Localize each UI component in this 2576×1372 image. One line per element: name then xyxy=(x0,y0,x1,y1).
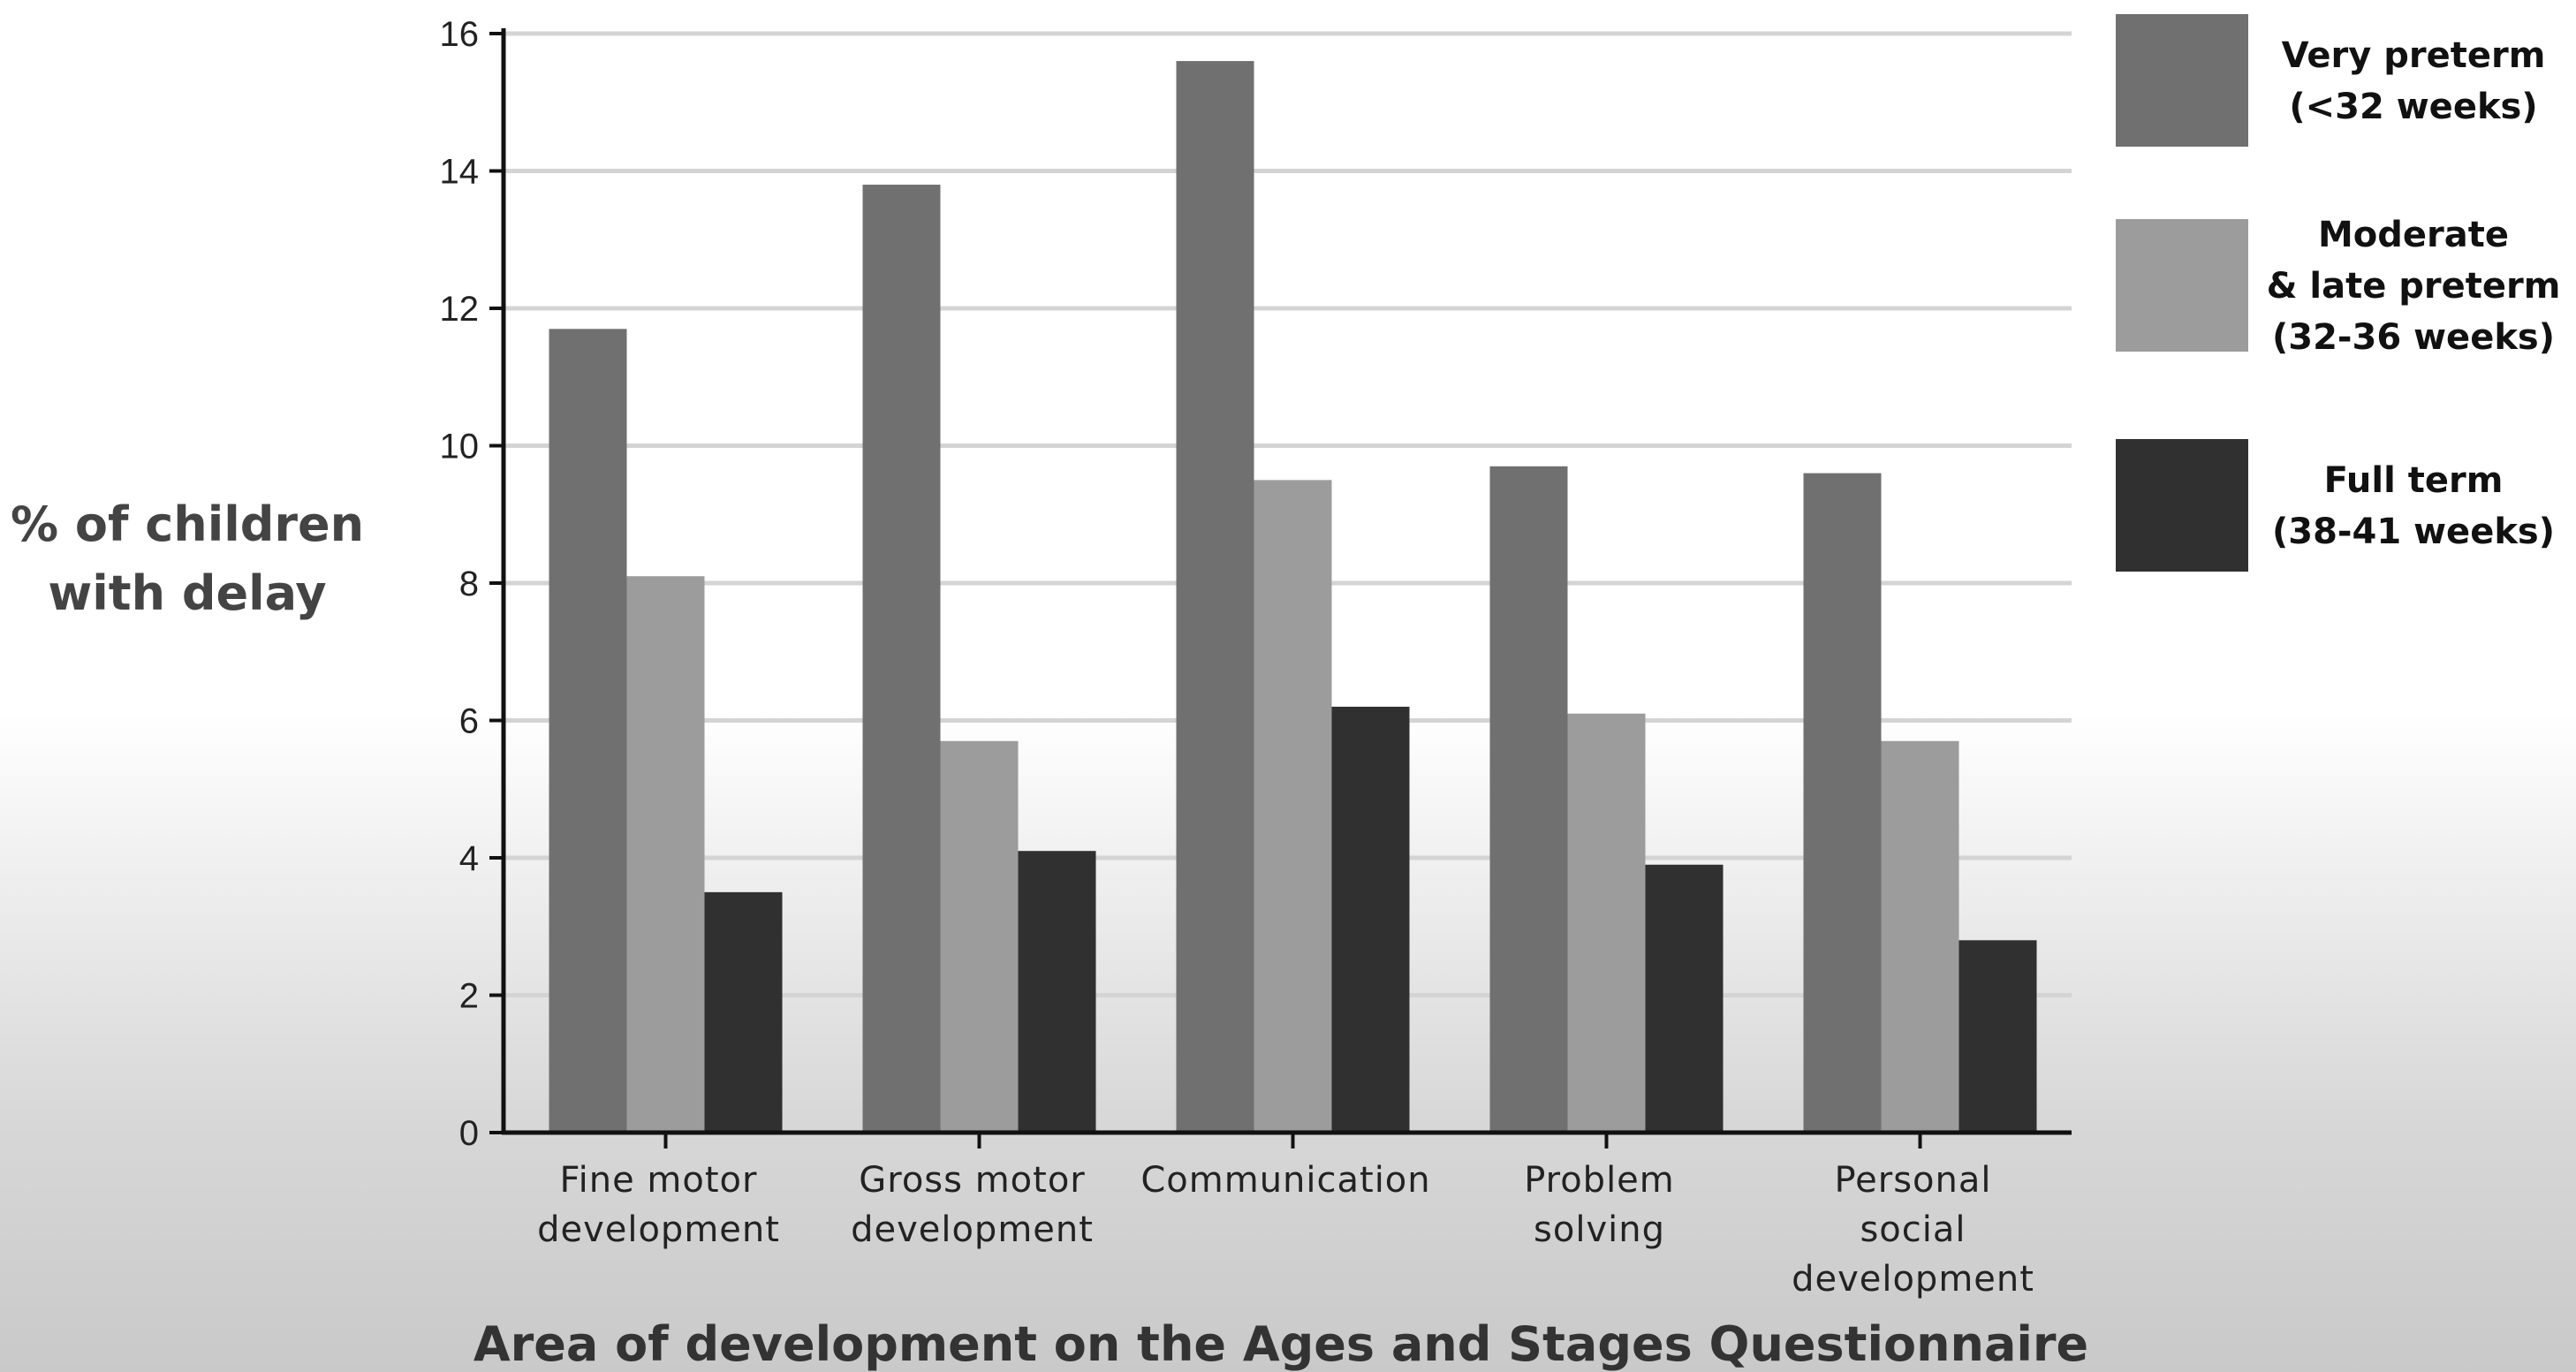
y-axis-label-line: with delay xyxy=(48,565,326,621)
legend-label: & late preterm xyxy=(2267,266,2561,307)
x-category-label: development xyxy=(1792,1259,2034,1300)
y-axis-label-line: % of children xyxy=(11,496,364,552)
y-tick-label: 0 xyxy=(459,1114,479,1153)
y-tick-label: 4 xyxy=(459,839,479,878)
legend-swatch xyxy=(2116,14,2248,147)
x-category-label: solving xyxy=(1534,1209,1665,1250)
bar xyxy=(626,576,705,1133)
bar xyxy=(940,740,1019,1133)
bar xyxy=(1489,466,1568,1133)
bar xyxy=(1645,864,1724,1133)
bars xyxy=(549,61,2037,1133)
bar xyxy=(1881,740,1959,1133)
y-axis-label: % of children with delay xyxy=(11,496,364,621)
x-axis-title: Area of development on the Ages and Stag… xyxy=(474,1316,2088,1372)
x-category-label: Communication xyxy=(1140,1160,1430,1201)
bar xyxy=(549,329,627,1133)
y-tick-label: 12 xyxy=(440,290,480,329)
legend-label: Very preterm xyxy=(2282,35,2546,76)
legend-label: (38-41 weeks) xyxy=(2272,512,2555,552)
legend-swatch xyxy=(2116,219,2248,352)
y-tick-label: 10 xyxy=(440,428,480,466)
y-tick-label: 2 xyxy=(459,977,479,1016)
x-category-label: development xyxy=(851,1209,1094,1250)
bar xyxy=(704,891,783,1133)
legend-swatch xyxy=(2116,439,2248,572)
bar xyxy=(1018,851,1096,1133)
x-category-label: Personal xyxy=(1834,1160,1991,1201)
x-category-label: social xyxy=(1860,1209,1966,1250)
bar xyxy=(1959,940,2037,1133)
bar xyxy=(1176,61,1254,1133)
x-category-label: development xyxy=(537,1209,780,1250)
legend-label: Full term xyxy=(2324,460,2504,501)
legend-label: (<32 weeks) xyxy=(2289,87,2537,127)
y-tick-label: 6 xyxy=(459,702,479,741)
y-tick-labels: 0 2 4 6 8 10 12 14 16 xyxy=(440,15,480,1153)
bar xyxy=(1567,713,1646,1133)
bar xyxy=(1331,706,1410,1133)
y-tick-label: 16 xyxy=(440,15,480,54)
legend-label: (32-36 weeks) xyxy=(2272,317,2555,358)
bar xyxy=(862,185,941,1133)
bar xyxy=(1254,480,1332,1133)
legend-label: Moderate xyxy=(2318,215,2509,255)
y-tick-label: 8 xyxy=(459,565,479,603)
axes xyxy=(489,28,2072,1148)
x-category-label: Gross motor xyxy=(859,1160,1085,1201)
x-category-label: Problem xyxy=(1524,1160,1675,1201)
x-category-label: Fine motor xyxy=(560,1160,758,1201)
bar xyxy=(1803,473,1882,1133)
x-category-labels: Fine motor development Gross motor developm… xyxy=(537,1160,2034,1300)
y-tick-label: 14 xyxy=(440,153,480,192)
legend: Very preterm (<32 weeks) Moderate & late pr… xyxy=(2116,14,2560,572)
